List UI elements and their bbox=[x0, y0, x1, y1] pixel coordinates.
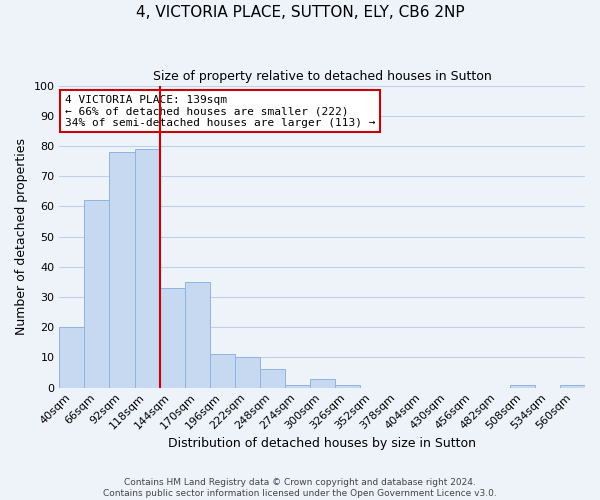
Bar bbox=[85, 200, 109, 388]
Bar bbox=[310, 378, 335, 388]
Bar bbox=[560, 384, 585, 388]
Bar bbox=[209, 354, 235, 388]
Bar bbox=[235, 358, 260, 388]
Text: Contains HM Land Registry data © Crown copyright and database right 2024.
Contai: Contains HM Land Registry data © Crown c… bbox=[103, 478, 497, 498]
Y-axis label: Number of detached properties: Number of detached properties bbox=[15, 138, 28, 335]
Bar bbox=[160, 288, 185, 388]
Bar bbox=[510, 384, 535, 388]
Title: Size of property relative to detached houses in Sutton: Size of property relative to detached ho… bbox=[153, 70, 491, 83]
Bar bbox=[335, 384, 360, 388]
Bar bbox=[59, 327, 85, 388]
Text: 4, VICTORIA PLACE, SUTTON, ELY, CB6 2NP: 4, VICTORIA PLACE, SUTTON, ELY, CB6 2NP bbox=[136, 5, 464, 20]
Bar bbox=[284, 384, 310, 388]
Text: 4 VICTORIA PLACE: 139sqm
← 66% of detached houses are smaller (222)
34% of semi-: 4 VICTORIA PLACE: 139sqm ← 66% of detach… bbox=[65, 94, 375, 128]
Bar bbox=[109, 152, 134, 388]
Bar bbox=[134, 149, 160, 388]
X-axis label: Distribution of detached houses by size in Sutton: Distribution of detached houses by size … bbox=[168, 437, 476, 450]
Bar bbox=[185, 282, 209, 388]
Bar bbox=[260, 370, 284, 388]
